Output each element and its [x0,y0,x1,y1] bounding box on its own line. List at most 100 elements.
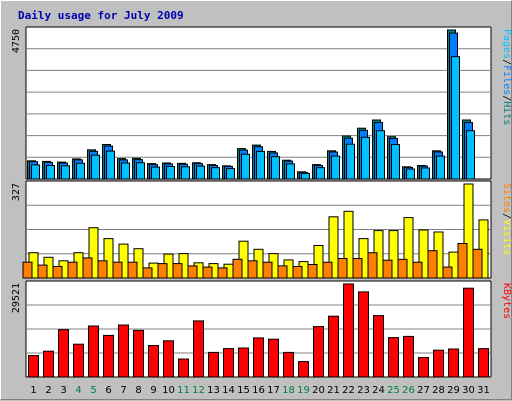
bar-pages-day-27 [421,167,430,180]
bar-sites-day-31 [472,248,483,279]
x-tick-label-day-13: 13 [207,385,220,396]
bar-kbytes-day-15 [238,347,249,378]
bar-sites-day-24 [367,252,378,279]
x-tick-label-day-15: 15 [237,385,250,396]
bar-kbytes-day-19 [298,361,309,378]
bar-pages-day-16 [256,150,265,180]
panel-pages-files-hits: 4750 Pages/Files/Hits [11,26,512,180]
x-tick-label-day-22: 22 [342,385,355,396]
bar-kbytes-day-14 [223,348,234,378]
chart-title: Daily usage for July 2009 [18,9,184,22]
x-tick-label-day-18: 18 [282,385,295,396]
bar-kbytes-day-9 [148,345,159,378]
bar-kbytes-day-1 [28,355,39,378]
bar-visits-day-21 [328,216,339,279]
bar-sites-day-15 [232,258,243,279]
chart-panels: 4750 Pages/Files/Hits 327 Sites/Visits 29521… [11,26,512,378]
bar-kbytes-day-22 [343,283,354,378]
y-axis-max-label: 327 [11,183,22,201]
panel-legend: KBytes [501,283,512,319]
bar-kbytes-day-26 [403,335,414,378]
bar-kbytes-day-29 [448,348,459,378]
bar-sites-day-5 [82,257,93,279]
bar-pages-day-26 [406,168,415,180]
bar-visits-day-5 [88,227,99,279]
bar-sites-day-21 [322,261,333,279]
x-tick-label-day-24: 24 [372,385,385,396]
bar-sites-day-3 [52,266,63,279]
x-tick-label-day-19: 19 [297,385,310,396]
bar-sites-day-4 [67,261,78,279]
bar-sites-day-19 [292,266,303,279]
bar-sites-day-25 [382,259,393,279]
bar-pages-day-8 [136,162,145,180]
legend-entry: / [501,59,512,65]
bar-kbytes-day-10 [163,340,174,378]
bar-pages-day-11 [181,166,190,180]
bar-pages-day-29 [451,56,460,180]
legend-entry: KBytes [501,283,512,319]
bars [27,29,475,180]
bar-sites-day-2 [37,264,48,279]
bar-sites-day-16 [247,260,258,279]
x-tick-label-day-20: 20 [312,385,325,396]
legend-entry: / [501,213,512,219]
bar-sites-day-12 [187,265,198,279]
x-tick-label-day-9: 9 [150,385,156,396]
bar-kbytes-day-8 [133,329,144,378]
bar-kbytes-day-28 [433,349,444,378]
bar-sites-day-17 [262,261,273,279]
bar-kbytes-day-30 [463,287,474,378]
x-tick-label-day-8: 8 [135,385,141,396]
x-tick-label-day-17: 17 [267,385,280,396]
legend-entry: Pages [501,29,512,59]
bar-sites-day-8 [127,261,138,279]
bar-kbytes-day-23 [358,291,369,378]
bar-sites-day-18 [277,265,288,279]
legend-entry: Visits [501,219,512,255]
bar-pages-day-24 [376,130,385,180]
x-tick-label-day-26: 26 [402,385,415,396]
bar-kbytes-day-7 [118,324,129,378]
bar-kbytes-day-21 [328,315,339,378]
bar-sites-day-27 [412,261,423,279]
panel-legend: Sites/Visits [501,183,512,255]
x-tick-label-day-4: 4 [75,385,81,396]
x-tick-label-day-28: 28 [432,385,445,396]
x-tick-label-day-10: 10 [162,385,175,396]
bar-pages-day-17 [271,156,280,180]
bar-kbytes-day-5 [88,325,99,378]
bar-pages-day-30 [466,130,475,180]
x-tick-label-day-1: 1 [30,385,36,396]
x-tick-label-day-23: 23 [357,385,370,396]
x-tick-label-day-6: 6 [105,385,111,396]
bar-pages-day-1 [31,164,40,180]
bar-pages-day-4 [76,162,85,180]
x-tick-label-day-3: 3 [60,385,66,396]
bar-pages-day-18 [286,163,295,180]
x-tick-label-day-16: 16 [252,385,265,396]
bars [22,183,489,279]
bar-sites-day-13 [202,266,213,279]
bar-kbytes-day-24 [373,315,384,378]
bar-pages-day-28 [436,155,445,180]
bar-visits-day-22 [343,210,354,279]
x-tick-label-day-25: 25 [387,385,400,396]
bar-kbytes-day-20 [313,326,324,378]
bar-kbytes-day-31 [478,348,489,378]
bar-pages-day-6 [106,150,115,180]
panel-kbytes: 29521 KBytes [11,280,512,378]
bar-visits-day-7 [118,243,129,279]
bar-pages-day-23 [361,136,370,180]
bar-pages-day-3 [61,165,70,180]
bar-kbytes-day-4 [73,343,84,378]
x-tick-label-day-2: 2 [45,385,51,396]
bar-kbytes-day-27 [418,357,429,378]
bar-sites-day-6 [97,260,108,279]
bar-sites-day-29 [442,266,453,279]
bar-sites-day-30 [457,243,468,279]
bar-pages-day-12 [196,165,205,180]
bar-pages-day-15 [241,153,250,180]
x-tick-label-day-11: 11 [177,385,190,396]
